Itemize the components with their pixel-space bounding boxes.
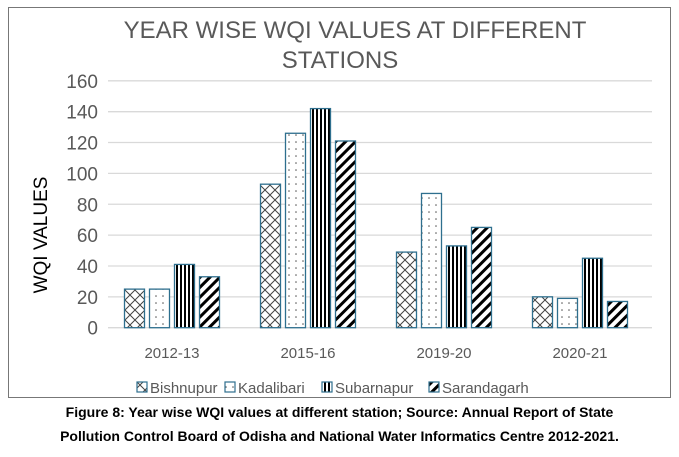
y-tick-label: 160 (66, 72, 98, 93)
chart-title-line-1: YEAR WISE WQI VALUES AT DIFFERENT (124, 17, 587, 44)
bar-sarandagarh-2015-16 (334, 140, 357, 329)
bar-sarandagarh-2020-21 (606, 300, 629, 329)
bar-kadalibari-2019-20 (420, 192, 443, 329)
legend-label: Kadalibari (238, 380, 305, 397)
bar-subarnapur-2015-16 (309, 107, 332, 329)
bar-sarandagarh-2019-20 (470, 226, 493, 329)
x-tick-label: 2019-20 (416, 345, 471, 362)
legend-swatch-bishnupur (136, 381, 148, 393)
figure-caption-line-1: Figure 8: Year wise WQI values at differ… (65, 404, 614, 420)
legend-label: Bishnupur (150, 380, 218, 397)
bar-sarandagarh-2012-13 (198, 276, 221, 329)
chart-title-line-2: STATIONS (282, 47, 398, 74)
bar-bishnupur-2012-13 (123, 288, 146, 329)
legend-swatch-sarandagarh (428, 381, 440, 393)
bar-chart: YEAR WISE WQI VALUES AT DIFFERENT STATIO… (31, 17, 652, 397)
bar-bishnupur-2019-20 (395, 251, 418, 329)
bar-bishnupur-2020-21 (531, 296, 554, 329)
bar-subarnapur-2019-20 (445, 245, 468, 329)
y-tick-label: 20 (77, 288, 98, 309)
bar-bishnupur-2015-16 (259, 183, 282, 329)
y-tick-label: 40 (77, 257, 98, 278)
bar-kadalibari-2020-21 (556, 297, 579, 329)
bar-kadalibari-2012-13 (148, 288, 171, 329)
x-tick-label: 2015-16 (280, 345, 335, 362)
chart-frame (8, 7, 671, 398)
legend-swatch-kadalibari (224, 381, 236, 393)
bar-subarnapur-2020-21 (581, 257, 604, 329)
legend-label: Subarnapur (335, 380, 413, 397)
figure-caption-line-2: Pollution Control Board of Odisha and Na… (60, 428, 619, 444)
bar-kadalibari-2015-16 (284, 132, 307, 329)
y-tick-label: 0 (87, 319, 98, 340)
y-tick-label: 120 (66, 134, 98, 155)
legend-swatch-subarnapur (321, 381, 333, 393)
x-tick-label: 2012-13 (144, 345, 199, 362)
y-tick-label: 60 (77, 226, 98, 247)
y-tick-label: 100 (66, 164, 98, 185)
y-tick-label: 140 (66, 103, 98, 124)
bar-subarnapur-2012-13 (173, 263, 196, 329)
legend-label: Sarandagarh (442, 380, 529, 397)
y-axis-label: WQI VALUES (31, 177, 52, 294)
y-tick-label: 80 (77, 195, 98, 216)
x-tick-label: 2020-21 (552, 345, 607, 362)
